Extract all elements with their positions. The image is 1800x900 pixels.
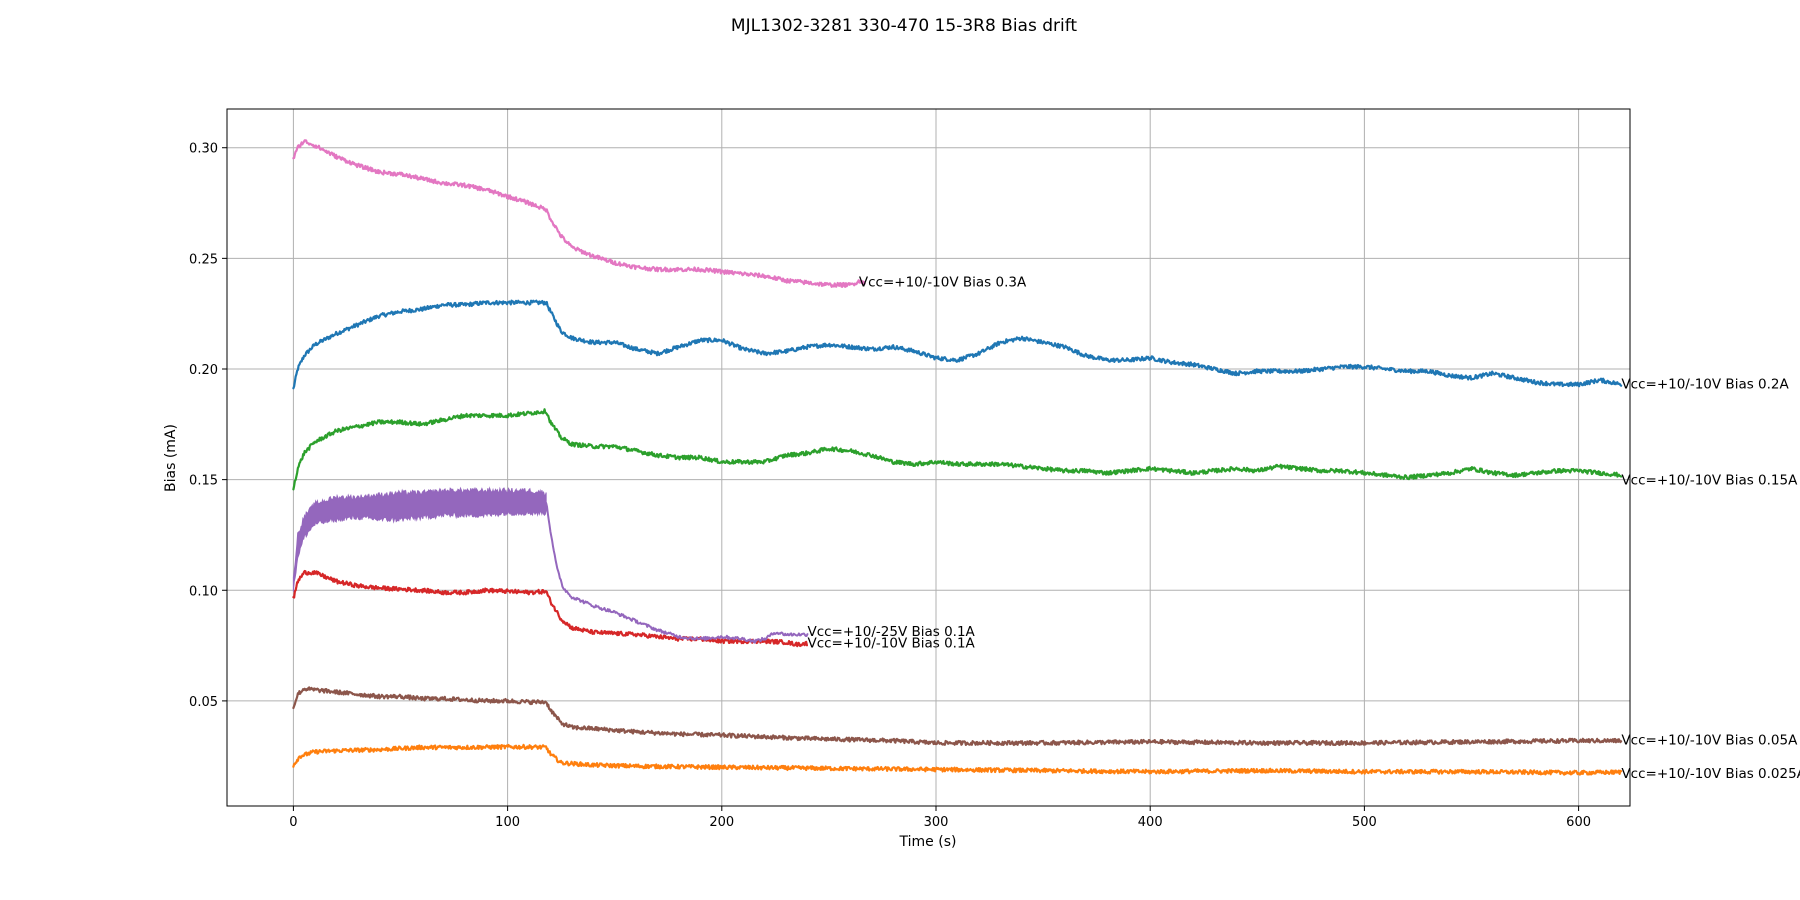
y-tick-label: 0.10 [189, 584, 218, 599]
series-7-line [292, 139, 866, 288]
x-tick-label: 200 [709, 815, 734, 830]
series-1 [292, 299, 1623, 390]
x-tick-label: 300 [924, 815, 949, 830]
plot-frame [226, 108, 1631, 807]
series-4-label: Vcc=+10/-10V Bias 0.1A [807, 635, 975, 651]
x-tick-label: 500 [1352, 815, 1377, 830]
series-4 [292, 569, 809, 648]
x-tick-label: 400 [1138, 815, 1163, 830]
series-labels: Vcc=+10/-10V Bias 0.2A Vcc=+10/-10V Bias … [807, 275, 1800, 782]
series-3-line [292, 408, 1623, 491]
series-3-label: Vcc=+10/-10V Bias 0.15A [1621, 473, 1798, 489]
series-1-label: Vcc=+10/-10V Bias 0.2A [1621, 376, 1789, 392]
y-tick-label: 0.15 [189, 474, 218, 489]
series-7-label: Vcc=+10/-10V Bias 0.3A [859, 275, 1027, 291]
series-2-line [292, 743, 1623, 776]
series-2-label: Vcc=+10/-10V Bias 0.025A [1621, 766, 1800, 782]
series-5-label: Vcc=+10/-25V Bias 0.1A [807, 624, 975, 640]
series-6-line [292, 686, 1623, 747]
series-5-line [545, 502, 809, 644]
series-5-band [292, 486, 547, 592]
series-5 [292, 486, 809, 644]
series-7 [292, 139, 866, 288]
y-tick-label: 0.25 [189, 252, 218, 267]
x-tick-label: 0 [289, 815, 297, 830]
y-axis: 0.05 0.10 0.15 0.20 0.25 0.30 [189, 142, 227, 710]
x-axis: 0 100 200 300 400 500 600 [289, 806, 1591, 830]
x-axis-label: Time (s) [899, 834, 957, 850]
series-6-label: Vcc=+10/-10V Bias 0.05A [1621, 733, 1798, 749]
y-tick-label: 0.20 [189, 363, 218, 378]
y-tick-label: 0.05 [189, 695, 218, 710]
y-axis-label: Bias (mA) [163, 424, 179, 492]
y-tick-label: 0.30 [189, 142, 218, 157]
series-6 [292, 686, 1623, 747]
series-4-line [292, 569, 809, 648]
series-1-line [292, 299, 1623, 390]
chart-title: MJL1302-3281 330-470 15-3R8 Bias drift [731, 16, 1078, 36]
x-tick-label: 600 [1566, 815, 1591, 830]
series-layer [292, 139, 1623, 776]
series-3 [292, 408, 1623, 491]
grid-layer [227, 109, 1630, 806]
x-tick-label: 100 [495, 815, 520, 830]
series-2 [292, 743, 1623, 776]
